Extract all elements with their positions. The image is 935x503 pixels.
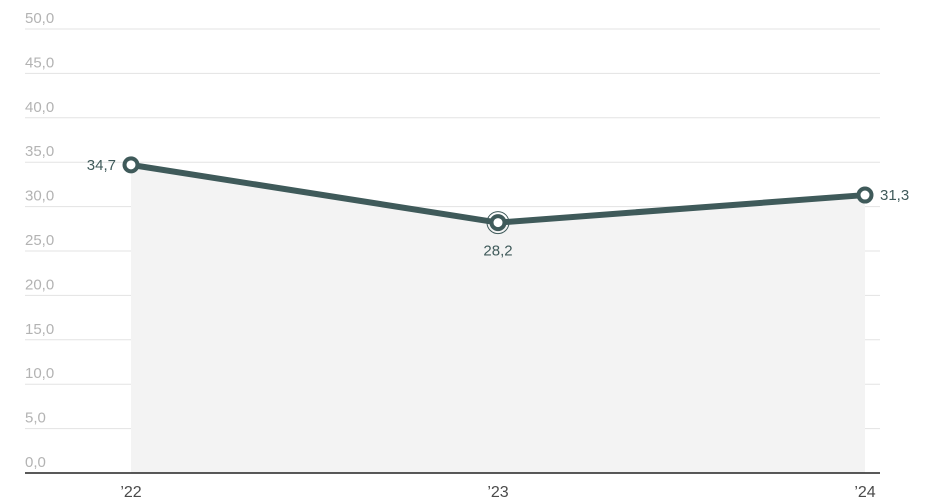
x-tick-label: ’24 (854, 484, 875, 501)
data-point (122, 156, 140, 174)
data-label: 34,7 (87, 157, 116, 174)
y-tick-label: 45,0 (25, 54, 54, 71)
y-tick-label: 35,0 (25, 143, 54, 160)
data-point-halo (486, 211, 510, 235)
y-tick-label: 0,0 (25, 454, 46, 471)
data-point (856, 186, 874, 204)
data-label: 31,3 (880, 187, 909, 204)
data-points (122, 156, 874, 235)
y-tick-label: 40,0 (25, 99, 54, 116)
x-tick-label: ’23 (487, 484, 508, 501)
y-tick-label: 10,0 (25, 365, 54, 382)
y-tick-label: 5,0 (25, 410, 46, 427)
y-axis-ticks: 0,0 5,0 10,0 15,0 20,0 25,0 30,0 35,0 40,0 45,0 50… (25, 10, 54, 471)
x-axis: ’22 ’23 ’24 (25, 472, 880, 501)
y-tick-label: 50,0 (25, 10, 54, 27)
series-area (131, 164, 865, 473)
data-labels: 34,7 28,2 31,3 (87, 157, 909, 260)
area-fill-layer (131, 164, 865, 473)
y-tick-label: 30,0 (25, 188, 54, 205)
y-tick-label: 25,0 (25, 232, 54, 249)
x-tick-label: ’22 (120, 484, 141, 501)
y-tick-label: 20,0 (25, 276, 54, 293)
data-point (489, 214, 507, 232)
data-label: 28,2 (483, 243, 512, 260)
y-tick-label: 15,0 (25, 321, 54, 338)
